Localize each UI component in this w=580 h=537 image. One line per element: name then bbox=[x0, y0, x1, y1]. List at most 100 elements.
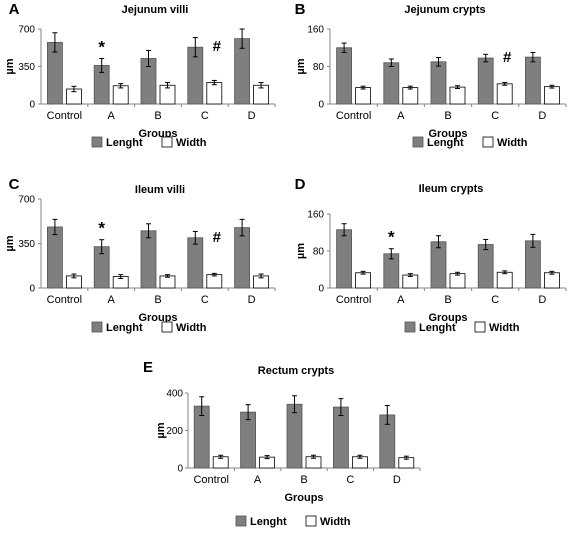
length-bar bbox=[525, 56, 541, 105]
length-bar bbox=[47, 226, 63, 289]
length-bar bbox=[332, 406, 349, 469]
x-tick-label: B bbox=[444, 110, 451, 122]
panel-letter: B bbox=[295, 1, 306, 18]
length-bar bbox=[234, 227, 251, 289]
panel-b: B Jejunum crypts 0 80 160 µm Control A B C D # Group… bbox=[295, 1, 567, 149]
width-bar bbox=[449, 273, 466, 289]
width-bar bbox=[544, 86, 560, 105]
legend-width-label: Width bbox=[497, 137, 528, 149]
significance-star: * bbox=[388, 228, 395, 247]
width-bar bbox=[355, 272, 372, 289]
length-bar bbox=[430, 61, 447, 105]
y-axis-label: µm bbox=[155, 422, 167, 438]
legend-length-swatch bbox=[404, 321, 416, 333]
x-axis-label: Groups bbox=[428, 312, 467, 324]
y-axis-label: µm bbox=[4, 235, 16, 251]
x-tick-label: C bbox=[201, 110, 209, 122]
x-tick-label: A bbox=[108, 110, 116, 122]
width-bar bbox=[206, 274, 223, 289]
y-tick-label: 80 bbox=[313, 62, 325, 73]
panel-c: C Ileum villi 0 350 700 µm Control A B C D * # Groups… bbox=[4, 176, 276, 334]
panel-letter: E bbox=[143, 359, 153, 376]
significance-hash: # bbox=[503, 49, 512, 66]
x-tick-label: A bbox=[397, 110, 405, 122]
legend-length-label: Lenght bbox=[250, 516, 287, 528]
x-axis-label: Groups bbox=[284, 492, 323, 504]
y-tick-label: 160 bbox=[307, 25, 324, 36]
y-tick-label: 200 bbox=[166, 426, 183, 437]
y-tick-label: 0 bbox=[318, 284, 324, 295]
width-bar bbox=[159, 275, 176, 289]
legend-length-label: Lenght bbox=[106, 322, 143, 334]
y-axis-label: µm bbox=[295, 58, 307, 74]
length-bar bbox=[477, 244, 494, 289]
width-bar bbox=[112, 85, 129, 105]
length-bar bbox=[477, 57, 494, 105]
x-axis-label: Groups bbox=[138, 312, 177, 324]
width-bar bbox=[402, 274, 419, 289]
legend-width-swatch bbox=[482, 136, 494, 148]
width-bar bbox=[449, 86, 466, 105]
x-tick-label: D bbox=[393, 474, 401, 486]
x-tick-label: B bbox=[444, 294, 451, 306]
legend-width-label: Width bbox=[489, 322, 520, 334]
y-tick-label: 700 bbox=[18, 25, 35, 36]
x-tick-label: C bbox=[491, 294, 499, 306]
legend-width-label: Width bbox=[176, 137, 207, 149]
x-tick-label: C bbox=[346, 474, 354, 486]
legend-width-swatch bbox=[161, 321, 173, 333]
y-axis-label: µm bbox=[4, 58, 16, 74]
x-tick-label: Control bbox=[336, 294, 371, 306]
legend-width-swatch bbox=[161, 136, 173, 148]
legend-width-swatch bbox=[305, 515, 317, 527]
width-bar bbox=[206, 82, 223, 105]
panel-title: Jejunum villi bbox=[122, 4, 189, 16]
y-tick-label: 80 bbox=[313, 247, 325, 258]
length-bar bbox=[336, 47, 353, 105]
legend-length-label: Lenght bbox=[427, 137, 464, 149]
x-tick-label: B bbox=[300, 474, 307, 486]
length-bar bbox=[430, 241, 447, 289]
legend-length-swatch bbox=[235, 515, 247, 527]
x-tick-label: B bbox=[154, 294, 161, 306]
length-bar bbox=[286, 403, 303, 469]
y-tick-label: 400 bbox=[166, 389, 183, 400]
length-bar bbox=[140, 230, 157, 289]
x-tick-label: A bbox=[254, 474, 262, 486]
y-tick-label: 0 bbox=[318, 100, 324, 111]
significance-hash: # bbox=[213, 229, 222, 246]
panel-title: Jejunum crypts bbox=[404, 4, 485, 16]
x-tick-label: D bbox=[538, 294, 546, 306]
y-tick-label: 350 bbox=[18, 239, 35, 250]
y-tick-label: 160 bbox=[307, 210, 324, 221]
panel-title: Ileum villi bbox=[135, 184, 185, 196]
legend-width-label: Width bbox=[320, 516, 351, 528]
x-tick-label: Control bbox=[47, 294, 82, 306]
length-bar bbox=[525, 240, 541, 289]
y-tick-label: 700 bbox=[18, 195, 35, 206]
x-tick-label: Control bbox=[47, 110, 82, 122]
panel-letter: A bbox=[9, 1, 20, 18]
x-tick-label: B bbox=[154, 110, 161, 122]
legend-length-swatch bbox=[91, 321, 103, 333]
width-bar bbox=[355, 87, 372, 105]
width-bar bbox=[496, 271, 513, 289]
length-bar bbox=[383, 62, 400, 105]
legend-length-label: Lenght bbox=[419, 322, 456, 334]
length-bar bbox=[240, 411, 257, 469]
length-bar bbox=[336, 229, 353, 289]
y-tick-label: 0 bbox=[29, 100, 35, 111]
x-tick-label: D bbox=[248, 294, 256, 306]
legend-length-swatch bbox=[412, 136, 424, 148]
panel-title: Ileum crypts bbox=[419, 183, 484, 195]
x-tick-label: C bbox=[201, 294, 209, 306]
panel-letter: C bbox=[9, 176, 20, 193]
x-axis-label: Groups bbox=[428, 128, 467, 140]
significance-hash: # bbox=[213, 38, 222, 55]
x-tick-label: D bbox=[538, 110, 546, 122]
legend-length-swatch bbox=[91, 136, 103, 148]
x-tick-label: A bbox=[108, 294, 116, 306]
y-tick-label: 0 bbox=[177, 464, 183, 475]
